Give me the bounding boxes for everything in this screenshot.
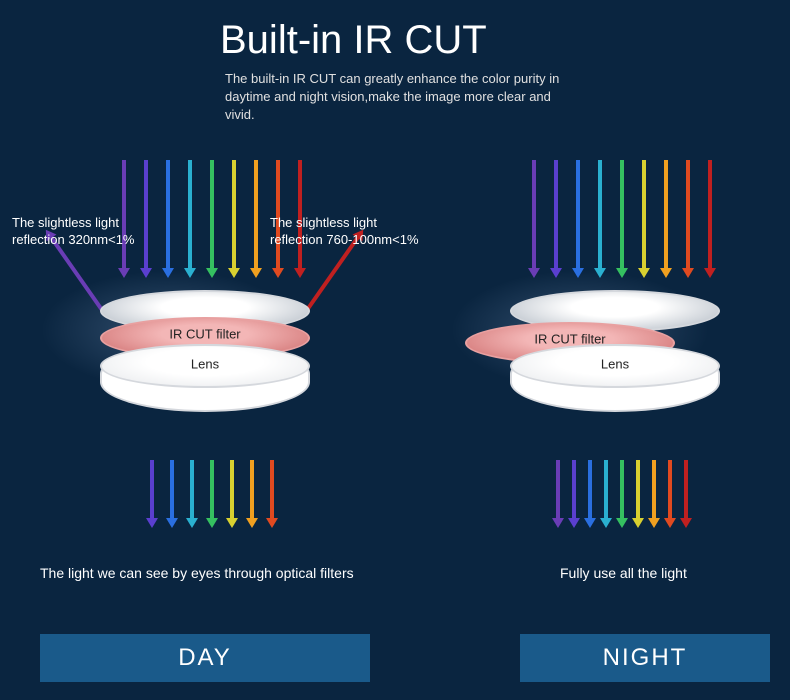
day-footer-label: DAY xyxy=(40,634,370,682)
spectrum-arrow-in xyxy=(166,160,170,270)
lens-disc: Lens xyxy=(510,344,720,412)
spectrum-arrow-out xyxy=(150,460,154,520)
spectrum-arrow-out xyxy=(210,460,214,520)
spectrum-arrow-in xyxy=(708,160,712,270)
day-lens-stack: IR CUT filter Lens xyxy=(100,290,320,397)
page-title: Built-in IR CUT xyxy=(220,18,487,63)
night-caption: Fully use all the light xyxy=(560,565,687,581)
spectrum-arrow-out xyxy=(230,460,234,520)
day-annot-right: The slightless light reflection 760-100n… xyxy=(270,215,420,249)
spectrum-arrow-in xyxy=(664,160,668,270)
spectrum-arrow-in xyxy=(188,160,192,270)
spectrum-arrow-out xyxy=(652,460,656,520)
spectrum-arrow-in xyxy=(232,160,236,270)
night-diagram: IR CUT filter Lens xyxy=(470,160,770,560)
filter-label: IR CUT filter xyxy=(102,327,308,342)
spectrum-arrow-out xyxy=(250,460,254,520)
spectrum-arrow-in xyxy=(532,160,536,270)
day-annot-left: The slightless light reflection 320nm<1% xyxy=(12,215,162,249)
spectrum-arrow-out xyxy=(684,460,688,520)
spectrum-arrow-in xyxy=(254,160,258,270)
spectrum-arrow-in xyxy=(642,160,646,270)
spectrum-arrow-out xyxy=(620,460,624,520)
spectrum-arrow-in xyxy=(598,160,602,270)
spectrum-arrow-out xyxy=(588,460,592,520)
lens-label: Lens xyxy=(512,357,718,372)
night-lens-stack: IR CUT filter Lens xyxy=(510,290,730,397)
spectrum-arrow-out xyxy=(190,460,194,520)
spectrum-arrow-in xyxy=(576,160,580,270)
spectrum-arrow-out xyxy=(170,460,174,520)
spectrum-arrow-in xyxy=(554,160,558,270)
spectrum-arrow-out xyxy=(270,460,274,520)
spectrum-arrow-out xyxy=(668,460,672,520)
spectrum-arrow-out xyxy=(604,460,608,520)
day-outgoing-arrows xyxy=(130,460,290,540)
night-incoming-arrows xyxy=(520,160,720,290)
lens-disc: Lens xyxy=(100,344,310,412)
spectrum-arrow-in xyxy=(620,160,624,270)
spectrum-arrow-out xyxy=(572,460,576,520)
night-footer-label: NIGHT xyxy=(520,634,770,682)
spectrum-arrow-out xyxy=(556,460,560,520)
day-caption: The light we can see by eyes through opt… xyxy=(40,565,354,581)
lens-label: Lens xyxy=(102,357,308,372)
spectrum-arrow-in xyxy=(686,160,690,270)
page-subtitle: The built-in IR CUT can greatly enhance … xyxy=(225,70,565,125)
night-outgoing-arrows xyxy=(540,460,700,540)
spectrum-arrow-in xyxy=(210,160,214,270)
spectrum-arrow-out xyxy=(636,460,640,520)
